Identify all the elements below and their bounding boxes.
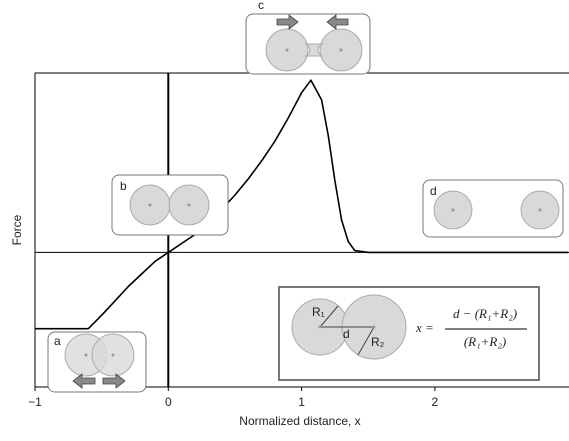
x-tick-label: −1: [28, 395, 42, 409]
x-tick-label: 0: [165, 395, 172, 409]
center: [319, 326, 322, 329]
center: [85, 354, 88, 357]
x-axis-label: Normalized distance, x: [239, 414, 360, 428]
insets: R₁ R₂ d x = d − (R₁+R₂) (R₁+R₂) c b d a: [48, 0, 563, 392]
center: [452, 209, 455, 212]
center: [112, 354, 115, 357]
radius-label: R₁: [312, 305, 325, 319]
center: [188, 204, 191, 207]
equation-denominator: (R₁+R₂): [464, 334, 506, 349]
panel-label: c: [258, 0, 264, 12]
equation-lhs: x =: [415, 320, 434, 335]
center: [149, 204, 152, 207]
y-axis-label: Force: [10, 214, 24, 245]
equation-numerator: d − (R₁+R₂): [453, 306, 517, 321]
center: [286, 49, 289, 52]
x-tick-label: 2: [432, 395, 439, 409]
x-tick-label: 1: [298, 395, 305, 409]
panel-label: b: [120, 179, 127, 193]
radius-label: R₂: [371, 335, 385, 349]
center: [539, 209, 542, 212]
panel-label: d: [430, 184, 437, 198]
distance-label: d: [343, 327, 350, 341]
chart: Force Normalized distance, x −1 0 1 2: [0, 0, 569, 436]
center: [373, 326, 376, 329]
panel-label: a: [54, 334, 61, 348]
center: [340, 49, 343, 52]
